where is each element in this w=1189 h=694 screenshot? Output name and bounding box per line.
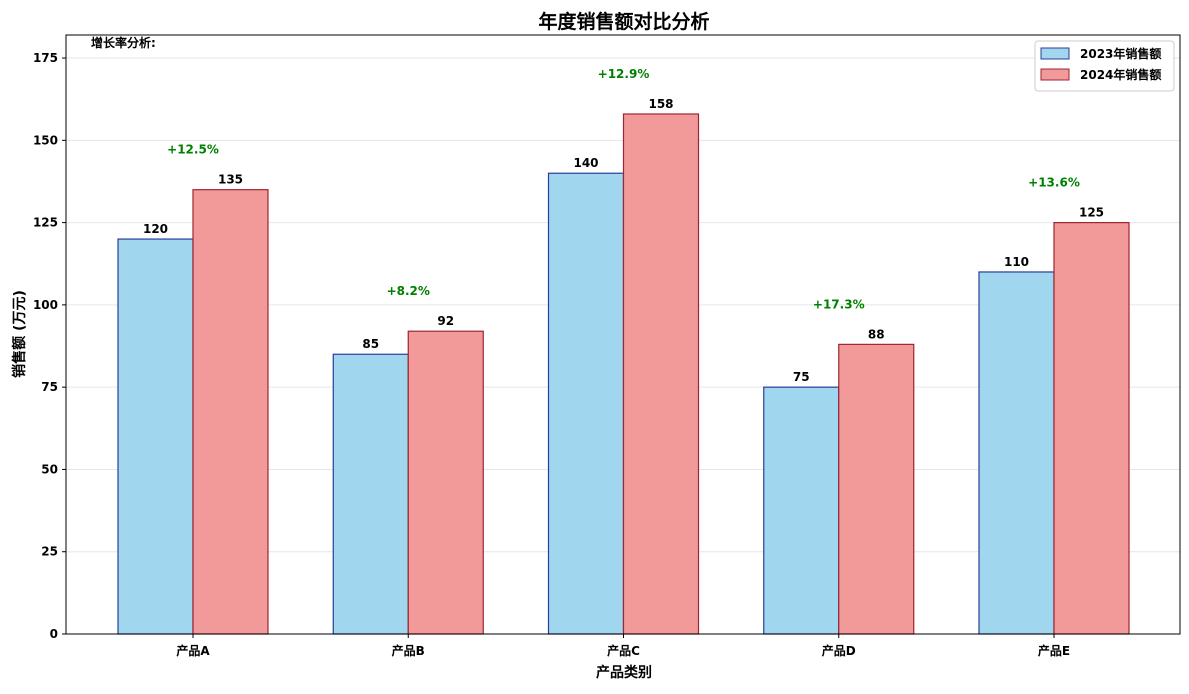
bar-2024 <box>1053 221 1130 635</box>
legend-swatch-2023 <box>1040 47 1070 60</box>
y-tick-label: 75 <box>41 380 58 394</box>
bar-2024 <box>192 189 269 635</box>
y-tick-label: 25 <box>41 545 58 559</box>
legend: 2023年销售额 2024年销售额 <box>1034 40 1175 92</box>
legend-box <box>1034 40 1175 92</box>
x-tick-label: 产品D <box>822 643 856 658</box>
x-axis-label: 产品类别 <box>596 664 652 681</box>
growth-note: 增长率分析: <box>91 35 156 50</box>
bar-2024 <box>407 330 484 635</box>
bar-2024 <box>838 343 915 635</box>
bar-value-label: 85 <box>362 337 379 351</box>
y-tick-label: 0 <box>50 627 58 641</box>
bar-value-label: 110 <box>1004 255 1029 269</box>
bar-value-label: 120 <box>143 222 168 236</box>
bar-value-label: 158 <box>648 97 673 111</box>
bar-value-label: 92 <box>437 314 454 328</box>
growth-rate-label: +8.2% <box>387 284 430 298</box>
legend-label-2024: 2024年销售额 <box>1080 67 1161 82</box>
bar-2023 <box>547 172 625 635</box>
bar-2023 <box>332 353 409 635</box>
x-tick-label: 产品A <box>176 643 210 658</box>
bar-value-label: 140 <box>573 156 598 170</box>
bar-2023 <box>763 386 840 635</box>
y-tick-label: 125 <box>33 216 58 230</box>
growth-rate-label: +12.9% <box>598 67 650 81</box>
bar-2023 <box>117 238 194 635</box>
y-tick-label: 100 <box>33 298 58 312</box>
y-tick-label: 175 <box>33 51 58 65</box>
legend-label-2023: 2023年销售额 <box>1080 46 1161 61</box>
y-tick-label: 50 <box>41 462 58 476</box>
growth-rate-label: +12.5% <box>167 143 219 157</box>
legend-swatch-2024 <box>1040 68 1070 81</box>
bar-value-label: 75 <box>793 370 810 384</box>
bar-value-label: 125 <box>1079 206 1104 220</box>
bar-value-label: 135 <box>218 173 243 187</box>
chart-title: 年度销售额对比分析 <box>538 10 709 33</box>
bar-value-label: 88 <box>868 327 885 341</box>
y-axis-label: 销售额 (万元) <box>11 290 28 378</box>
x-tick-label: 产品E <box>1038 643 1070 658</box>
y-tick-label: 150 <box>33 133 58 147</box>
bar-2024 <box>622 113 700 635</box>
growth-rate-label: +17.3% <box>813 297 865 311</box>
x-tick-label: 产品B <box>392 643 425 658</box>
x-tick-label: 产品C <box>607 643 640 658</box>
growth-rate-label: +13.6% <box>1028 176 1080 190</box>
bar-2023 <box>978 271 1055 635</box>
